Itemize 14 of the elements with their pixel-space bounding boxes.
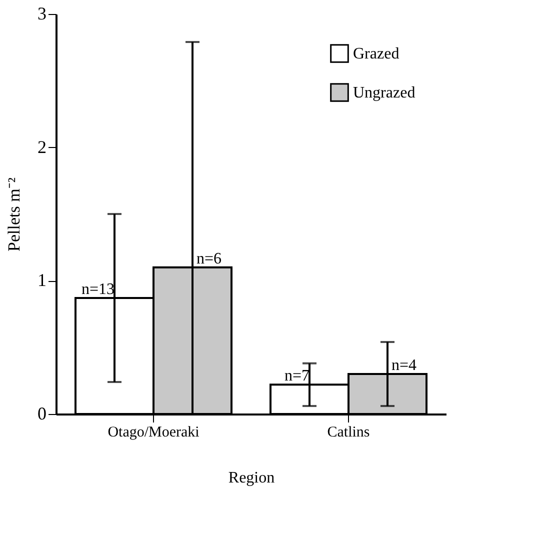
y-axis-title: Pellets m⁻² [4,178,24,252]
annotation: n=4 [392,357,417,374]
x-tick-label: Otago/Moeraki [108,424,200,440]
legend-label: Grazed [353,46,400,62]
y-tick-label: 3 [38,4,46,24]
x-tick-label: Catlins [327,424,370,440]
annotation: n=6 [196,250,222,268]
annotation: n=7 [284,368,310,385]
y-tick-label: 2 [38,136,46,157]
y-tick-label: 0 [38,404,46,424]
annotation: n=13 [81,281,114,298]
x-axis-title: Region [228,470,275,486]
y-tick-label: 1 [38,270,46,290]
legend-label: Ungrazed [353,84,416,102]
